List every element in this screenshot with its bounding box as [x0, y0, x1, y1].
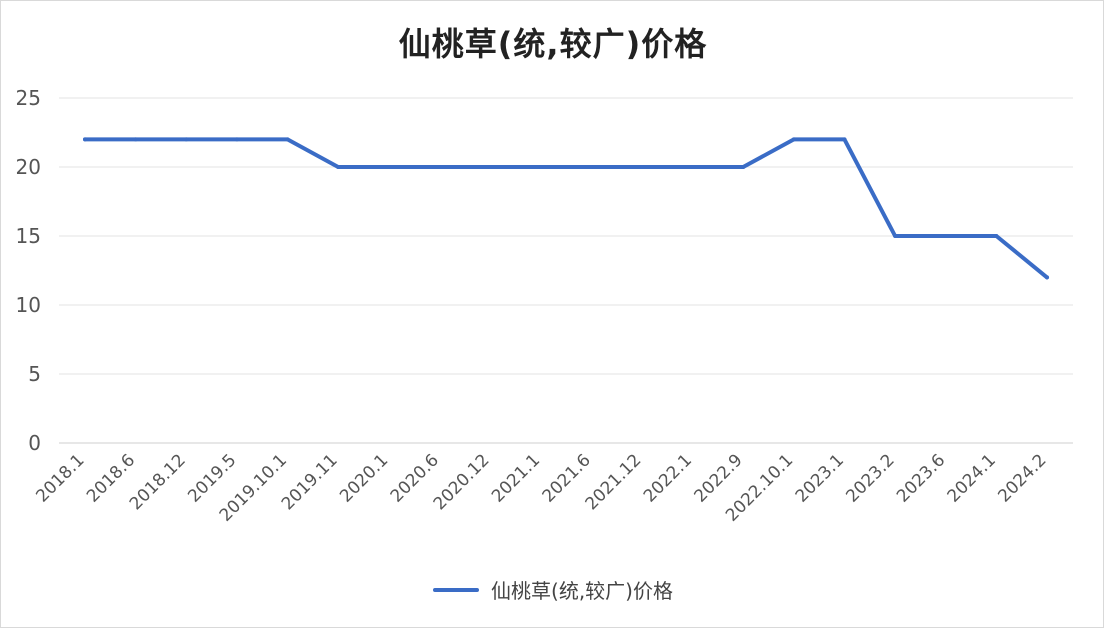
- x-tick-label: 2020.1: [336, 450, 392, 506]
- data-point: [639, 165, 644, 169]
- x-tick-label: 2022.1: [640, 450, 696, 506]
- x-tick-label: 2023.6: [893, 450, 949, 506]
- data-point: [234, 137, 239, 142]
- y-tick-label: 25: [16, 86, 41, 110]
- data-point: [285, 137, 290, 142]
- series-line: [83, 137, 1049, 280]
- legend-label: 仙桃草(统,较广)价格: [491, 579, 673, 603]
- data-point: [83, 137, 87, 142]
- data-point: [437, 165, 442, 169]
- data-point: [842, 137, 847, 142]
- y-axis: 0 5 10 15 20 25: [16, 86, 41, 455]
- data-point: [943, 234, 948, 238]
- series-lines: [83, 137, 1049, 280]
- x-tick-label: 2023.2: [842, 450, 898, 506]
- x-tick-label: 2019.11: [278, 450, 342, 514]
- data-point: [893, 234, 898, 238]
- data-point: [488, 165, 493, 169]
- data-point: [386, 165, 391, 169]
- y-tick-label: 15: [16, 224, 41, 248]
- x-tick-label: 2023.1: [792, 450, 848, 506]
- data-point: [791, 137, 796, 142]
- x-tick-label: 2024.2: [994, 450, 1050, 506]
- x-tick-label: 2021.1: [488, 450, 544, 506]
- data-point: [133, 137, 138, 142]
- data-point: [538, 165, 543, 169]
- data-point: [690, 165, 695, 169]
- data-point: [994, 234, 999, 238]
- data-point: [336, 165, 341, 169]
- data-point: [1045, 275, 1049, 280]
- data-point: [589, 165, 594, 169]
- y-tick-label: 5: [28, 362, 41, 386]
- data-point: [741, 165, 746, 169]
- chart-title: 仙桃草(统,较广)价格: [398, 25, 708, 63]
- y-tick-label: 0: [28, 431, 41, 455]
- x-axis: 2018.12018.62018.122019.52019.10.12019.1…: [32, 450, 1050, 525]
- x-tick-label: 2020.12: [430, 450, 494, 514]
- legend: 仙桃草(统,较广)价格: [1, 575, 1104, 604]
- x-tick-label: 2024.1: [944, 450, 1000, 506]
- y-tick-label: 20: [16, 155, 41, 179]
- x-tick-label: 2018.1: [32, 450, 88, 506]
- y-tick-label: 10: [16, 293, 41, 317]
- x-tick-label: 2018.12: [126, 450, 190, 514]
- x-tick-label: 2021.12: [582, 450, 646, 514]
- gridlines: [59, 97, 1073, 444]
- legend-swatch: [433, 587, 480, 592]
- data-point: [184, 137, 189, 142]
